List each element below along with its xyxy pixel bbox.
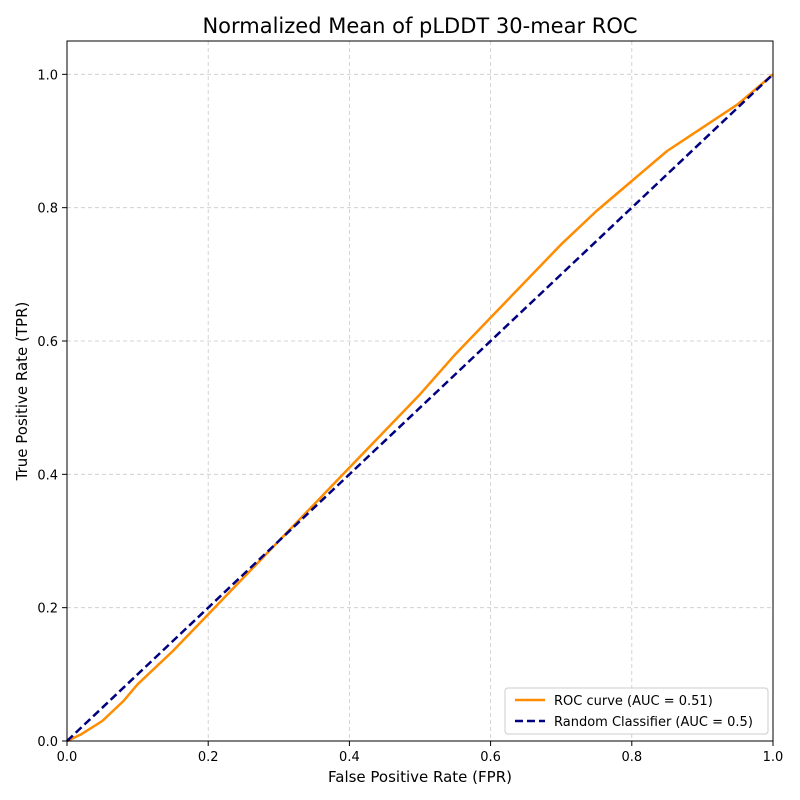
y-tick-label: 1.0 <box>37 68 58 83</box>
y-axis-label: True Positive Rate (TPR) <box>13 302 31 482</box>
y-tick-label: 0.2 <box>37 602 58 617</box>
tick-layer: 0.0 0.2 0.4 0.6 0.8 1.0 0.0 0.2 0.4 0.6 0.8 1.0 <box>37 68 783 765</box>
y-tick-label: 0.4 <box>37 468 58 483</box>
legend-entry-label: ROC curve (AUC = 0.51) <box>554 694 713 709</box>
x-axis-label: False Positive Rate (FPR) <box>328 768 512 786</box>
y-tick-label: 0.6 <box>37 335 58 350</box>
chart-title: Normalized Mean of pLDDT 30-mear ROC <box>202 14 637 38</box>
x-tick-label: 0.4 <box>339 750 360 765</box>
plot-frame <box>66 40 774 742</box>
legend: ROC curve (AUC = 0.51) Random Classifier … <box>504 687 769 735</box>
x-tick-label: 0.6 <box>480 750 501 765</box>
legend-entry-label: Random Classifier (AUC = 0.5) <box>554 715 753 730</box>
series-layer <box>66 73 774 743</box>
x-tick-label: 0.8 <box>621 750 642 765</box>
x-tick-label: 0.0 <box>57 750 78 765</box>
x-tick-label: 0.2 <box>198 750 219 765</box>
y-tick-label: 0.8 <box>37 202 58 217</box>
roc-curve-line <box>66 73 774 743</box>
legend-box <box>504 687 769 735</box>
y-tick-label: 0.0 <box>37 735 58 750</box>
random-classifier-line <box>66 73 774 742</box>
x-tick-label: 1.0 <box>763 750 784 765</box>
